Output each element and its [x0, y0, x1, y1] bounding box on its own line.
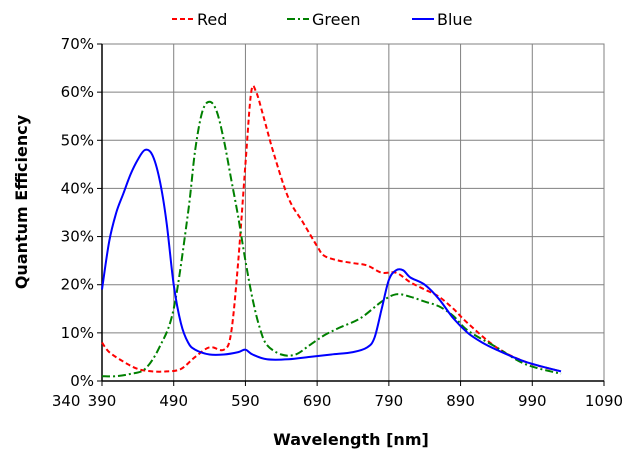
legend-green-label: Green	[312, 10, 360, 29]
legend-item-green: Green	[287, 10, 360, 29]
x-tick-label: 690	[303, 392, 332, 410]
legend-blue-label: Blue	[437, 10, 472, 29]
x-tick-label: 490	[159, 392, 188, 410]
y-tick-label: 70%	[61, 35, 94, 53]
gridlines	[101, 43, 605, 382]
x-tick-label: 990	[518, 392, 547, 410]
tick-labels: 0% 10% 20% 30% 40% 50% 60% 70% 340 390 490 590 690 79…	[52, 35, 623, 410]
legend-red-label: Red	[197, 10, 227, 29]
series-line-red	[101, 84, 562, 373]
x-axis-title: Wavelength [nm]	[273, 430, 429, 449]
y-axis-title: Quantum Efficiency	[12, 114, 31, 289]
series-line-green	[101, 100, 562, 378]
y-tick-label: 20%	[61, 276, 94, 294]
x-tick-label: 1090	[585, 392, 623, 410]
plot-border	[101, 43, 605, 382]
y-tick-label: 0%	[70, 372, 94, 390]
legend: Red Green Blue	[172, 10, 472, 29]
y-tick-label: 60%	[61, 83, 94, 101]
legend-item-red: Red	[172, 10, 227, 29]
x-tick-label: 590	[231, 392, 260, 410]
x-tick-label: 790	[375, 392, 404, 410]
series-line-blue	[101, 148, 562, 373]
x-tick-label: 340	[52, 392, 81, 410]
x-tick-label: 890	[446, 392, 475, 410]
y-tick-label: 10%	[61, 324, 94, 342]
x-tick-label: 390	[88, 392, 117, 410]
y-tick-label: 40%	[61, 179, 94, 197]
legend-item-blue: Blue	[412, 10, 472, 29]
y-tick-label: 30%	[61, 228, 94, 246]
y-tick-label: 50%	[61, 131, 94, 149]
axes	[97, 43, 605, 386]
series-layer	[101, 84, 562, 378]
